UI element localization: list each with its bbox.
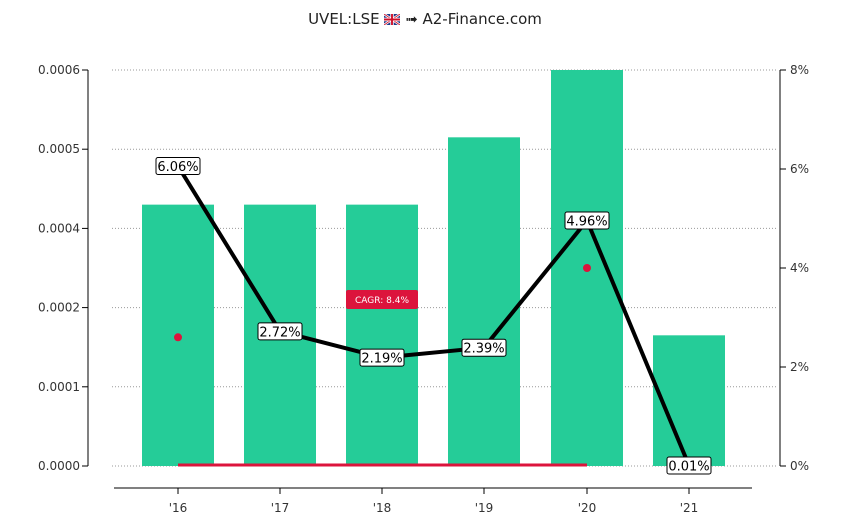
right-tick-label: 8% <box>790 63 809 77</box>
x-tick-label: '16 <box>169 501 188 515</box>
x-tick-label: '17 <box>271 501 290 515</box>
data-labels: 6.06% 2.72% 2.19% 2.39% 4.96% 0.01% <box>155 157 712 475</box>
data-label: 2.39% <box>463 342 504 357</box>
data-label: 2.72% <box>259 325 300 340</box>
data-label-box <box>359 348 405 367</box>
right-tick-label: 0% <box>790 459 809 473</box>
data-label: 2.19% <box>361 352 402 367</box>
uk-flag-icon <box>383 13 402 26</box>
line-path <box>176 164 691 467</box>
left-tick-label: 0.0002 <box>38 301 80 315</box>
data-label: 0.01% <box>668 460 709 475</box>
right-tick-label: 2% <box>790 360 809 374</box>
left-tick-label: 0.0000 <box>38 459 80 473</box>
line-series <box>176 164 691 467</box>
bar <box>346 204 418 466</box>
chart-title: UVEL:LSE ➟ A2-Finance.com <box>0 10 850 28</box>
x-tick-label: '18 <box>373 501 392 515</box>
cagr-dot <box>583 264 591 272</box>
bar-series <box>142 70 725 466</box>
right-tick-label: 4% <box>790 261 809 275</box>
bar <box>653 335 725 466</box>
data-label: 6.06% <box>157 160 198 175</box>
arrow-icon: ➟ <box>405 10 418 28</box>
left-tick-label: 0.0001 <box>38 380 80 394</box>
data-label-box <box>257 322 303 341</box>
x-tick-label: '19 <box>475 501 494 515</box>
data-label: 4.96% <box>566 214 607 229</box>
cagr-overlay: CAGR: 8.4% <box>174 264 591 467</box>
left-tick-label: 0.0005 <box>38 142 80 156</box>
data-label-box <box>666 456 712 475</box>
site-label: A2-Finance.com <box>422 10 542 28</box>
ticker-label: UVEL:LSE <box>308 10 380 28</box>
cagr-dot <box>174 333 182 342</box>
data-label-box <box>155 157 201 176</box>
bar <box>448 137 520 466</box>
left-tick-label: 0.0006 <box>38 63 80 77</box>
cagr-badge <box>346 290 418 309</box>
right-tick-label: 6% <box>790 162 809 176</box>
axes: 0.0000 0.0001 0.0002 0.0004 0.0005 0.0006 0% 2%… <box>38 63 809 515</box>
x-tick-label: '21 <box>680 501 699 515</box>
data-label-box <box>564 211 610 230</box>
left-tick-label: 0.0004 <box>38 221 80 235</box>
data-label-box <box>461 338 507 357</box>
cagr-label: CAGR: 8.4% <box>355 296 409 306</box>
x-tick-label: '20 <box>578 501 597 515</box>
